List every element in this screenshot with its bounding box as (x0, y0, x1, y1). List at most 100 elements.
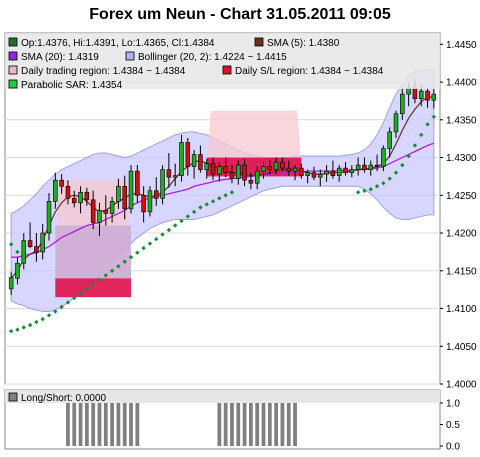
candle-body (311, 172, 317, 178)
candle-body (217, 166, 222, 175)
legend-label: Op:1.4376, Hi:1.4391, Lo:1.4365, Cl:1.43… (21, 38, 215, 49)
candle-body (166, 169, 172, 178)
sar-point (198, 205, 203, 210)
sub-y-tick-label: 1.0 (446, 399, 460, 410)
longshort-panel: Long/Short: 0.0000 1.0 0.5 0.0 (4, 389, 460, 453)
candle-body (65, 185, 71, 199)
candle-body (381, 148, 386, 167)
sar-point (15, 249, 20, 255)
longshort-bar (236, 403, 241, 446)
sar-point (362, 188, 367, 193)
sar-point (368, 187, 373, 192)
sar-point (15, 327, 20, 332)
sar-point (419, 132, 424, 138)
candle-body (90, 199, 96, 223)
longshort-bar (261, 403, 266, 446)
candle-body (204, 163, 209, 170)
longshort-bar (84, 403, 89, 446)
sar-point (229, 190, 235, 195)
candle-body (305, 172, 310, 176)
y-tick-label: 1.4100 (446, 304, 477, 315)
candle-body (343, 167, 348, 173)
y-tick-label: 1.4300 (446, 153, 477, 164)
longshort-bar (267, 403, 272, 446)
sar-point (355, 190, 361, 195)
longshort-bar (78, 403, 83, 446)
candle-body (8, 277, 14, 290)
legend-swatch (222, 65, 232, 75)
candle-body (280, 161, 285, 169)
legend-swatch (8, 51, 18, 61)
candle-body (103, 210, 109, 214)
sar-point (374, 184, 380, 189)
sar-point (191, 209, 197, 215)
candle-body (236, 164, 241, 179)
candle-body (128, 170, 134, 210)
sar-point (179, 218, 184, 224)
sar-point (109, 268, 115, 273)
candle-body (185, 142, 191, 167)
candle-body (412, 87, 418, 99)
sar-point (381, 181, 386, 186)
legend-label: Daily trading region: 1.4384 ~ 1.4384 (21, 66, 186, 77)
legend-swatch (8, 37, 18, 47)
sar-point (406, 153, 411, 159)
legend-swatch (125, 51, 135, 61)
sar-point (21, 325, 26, 330)
y-tick-label: 1.4150 (446, 266, 477, 277)
sar-point (223, 193, 228, 198)
legend-swatch (8, 79, 18, 89)
candle-body (400, 93, 405, 115)
longshort-bar (97, 403, 102, 446)
candle-body (299, 167, 304, 176)
sub-y-tick-label: 0.0 (446, 442, 460, 453)
candle-body (318, 173, 323, 178)
legend-label: Parabolic SAR: 1.4354 (21, 80, 123, 91)
candle-body (78, 191, 83, 204)
sar-point (128, 254, 134, 260)
sar-point (40, 316, 45, 322)
sar-point (393, 170, 399, 175)
longshort-bar (242, 403, 247, 446)
sar-point (72, 295, 77, 301)
sub-legend-label: Long/Short: 0.0000 (21, 393, 107, 404)
y-tick-label: 1.4350 (446, 115, 477, 126)
candle-body (292, 167, 298, 172)
candle-body (431, 93, 437, 101)
legend-label: Bollinger (20, 2): 1.4224 ~ 1.4415 (138, 52, 287, 63)
candle-body (59, 179, 64, 187)
candle-body (71, 198, 77, 204)
longshort-bar (122, 403, 127, 446)
candle-body (261, 166, 266, 172)
sar-point (217, 196, 222, 201)
daily-trading-region (55, 225, 132, 279)
candle-body (254, 170, 260, 184)
candle-body (21, 240, 27, 264)
candle-body (387, 131, 392, 149)
sar-point (204, 202, 209, 207)
longshort-bar (66, 403, 70, 446)
longshort-bar (116, 403, 121, 446)
sar-point (84, 286, 90, 292)
daily-trading-region-light (206, 110, 302, 169)
longshort-bar (223, 403, 228, 446)
longshort-bar (293, 403, 297, 446)
sar-point (172, 223, 178, 228)
sar-point (387, 176, 392, 181)
candle-body (172, 175, 178, 178)
candle-body (40, 232, 45, 253)
candle-body (248, 179, 254, 184)
longshort-bar (217, 403, 222, 446)
sub-legend-box (5, 390, 440, 403)
sar-point (34, 319, 39, 325)
longshort-bar (286, 403, 291, 446)
candle-body (349, 169, 355, 173)
candle-body (273, 161, 279, 170)
candle-body (223, 166, 228, 173)
longshort-bar (72, 403, 77, 446)
candle-body (286, 167, 291, 172)
sar-point (27, 322, 33, 328)
candle-body (210, 163, 216, 175)
daily-sl-region (55, 278, 132, 298)
main-price-panel: 1.4450 1.4400 1.4350 1.4300 1.4250 1.4200 1.41… (4, 32, 477, 391)
